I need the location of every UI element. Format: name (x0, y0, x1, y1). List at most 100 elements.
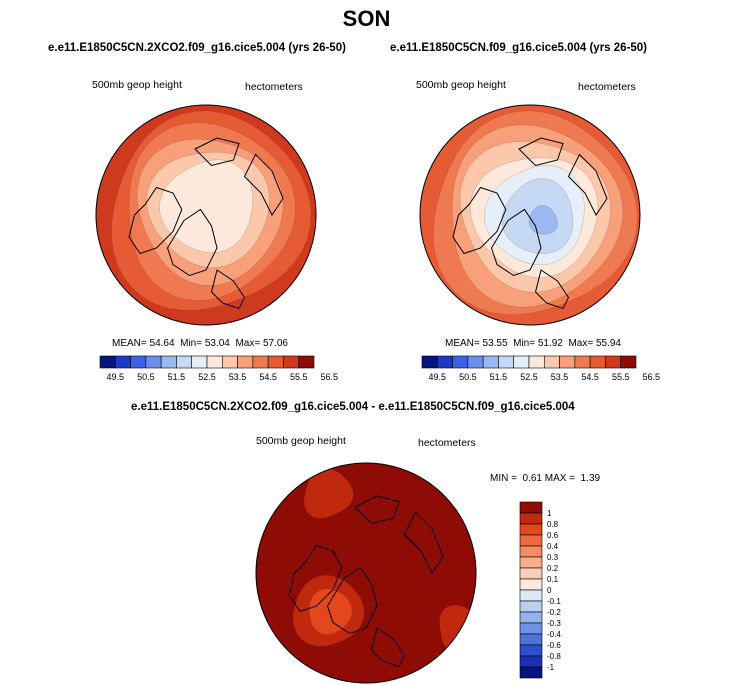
panel1-min-value: 53.04 (204, 338, 230, 349)
panel2-coastline (490, 208, 542, 277)
panel3-colorbar-swatch (519, 556, 543, 569)
panel3-colorbar-tick-label: 0.6 (547, 531, 559, 540)
panel2-colorbar-swatch (559, 355, 576, 369)
panel2-stats: MEAN= 53.55 Min= 51.92 Max= 55.94 (445, 338, 621, 349)
figure-title: SON (342, 6, 391, 31)
panel3-colorbar-tick-label: 0.1 (547, 575, 559, 584)
panel1-coastline (210, 269, 246, 310)
panel1-colorbar-swatch (99, 355, 116, 369)
panel1-colorbar-tick-label: 51.5 (168, 372, 186, 382)
panel2-colorbar: 49.5 50.5 51.5 52.5 53.5 54.5 55.5 56.5 (421, 355, 660, 382)
panel3-colorbar-swatch (519, 622, 543, 635)
panel3-colorbar-swatch (519, 501, 543, 514)
panel3-colorbar-swatch (519, 633, 543, 646)
panel2-colorbar-swatch (605, 355, 622, 369)
panel2-colorbar-swatch (498, 355, 515, 369)
panel3-colorbar-swatch (519, 567, 543, 580)
panel2-colorbar-swatch (421, 355, 438, 369)
panel1-colorbar-swatch (221, 355, 238, 369)
panel3-min-label: MIN = (490, 473, 517, 484)
panel3-colorbar-tick-label: 0.8 (547, 520, 559, 529)
panel2-mean-value: 53.55 (482, 338, 508, 349)
panel1-coastline (166, 208, 218, 277)
panel1-min-label: Min= (180, 338, 203, 349)
panel1-colorbar-swatch (114, 355, 131, 369)
panel2-map-border (419, 104, 641, 326)
panel3-min-value: 0.61 (522, 473, 542, 484)
panel3-coastline (370, 627, 406, 668)
panel3-colorbar-tick-label: -1 (547, 663, 555, 672)
panel3-colorbar-swatch (519, 512, 543, 525)
panel2-colorbar-swatch (513, 355, 530, 369)
panel2-max-value: 55.94 (595, 338, 621, 349)
panel2-units-label: hectometers (578, 81, 636, 93)
panel2-max-label: Max= (568, 338, 594, 349)
panel3-band (309, 588, 353, 635)
panel3-colorbar-swatch (519, 545, 543, 558)
panel2-colorbar-tick-label: 54.5 (581, 372, 599, 382)
panel3-colorbar-swatch (519, 644, 543, 657)
panel3-units-label: hectometers (418, 437, 476, 449)
panel2-case-title: e.e11.E1850C5CN.f09_g16.cice5.004 (yrs 2… (390, 42, 648, 54)
panel2-min-label: Min= (513, 338, 536, 349)
panel3-coastline (403, 511, 444, 574)
panel1-colorbar-swatch (298, 355, 315, 369)
panel1-colorbar: 49.5 50.5 51.5 52.5 53.5 54.5 55.5 56.5 (99, 355, 338, 382)
panel1-map-border (95, 104, 317, 326)
panel3-colorbar-tick-label: 0.4 (547, 542, 559, 551)
panel1-colorbar-tick-label: 50.5 (137, 372, 155, 382)
panel1-colorbar-swatch (283, 355, 300, 369)
panel3-colorbar-tick-label: 1 (547, 509, 552, 518)
panel3-colorbar-swatch (519, 534, 543, 547)
panel2-colorbar-tick-label: 51.5 (490, 372, 508, 382)
panel2-mean-label: MEAN= (445, 338, 480, 349)
panel2-coastline (452, 186, 507, 255)
panel3-coastline (326, 566, 378, 635)
panel2-coastline (567, 153, 608, 216)
panel3-colorbar-tick-label: -0.2 (547, 608, 561, 617)
panel2-colorbar-swatch (589, 355, 606, 369)
panel3-colorbar-swatch (519, 666, 543, 679)
panel1-colorbar-tick-label: 53.5 (229, 372, 247, 382)
panel3-colorbar-tick-label: -0.1 (547, 597, 561, 606)
panel3-max-label: MAX = (544, 473, 576, 484)
panel1-coastline (243, 153, 284, 216)
panel2-min-value: 51.92 (537, 338, 563, 349)
panel3-colorbar-swatch (519, 589, 543, 602)
panel2-coastline (518, 137, 564, 167)
panel2-colorbar-tick-label: 55.5 (612, 372, 630, 382)
panel1-mean-label: MEAN= (112, 338, 147, 349)
panel2-colorbar-swatch (482, 355, 499, 369)
panel1-stats: MEAN= 54.64 Min= 53.04 Max= 57.06 (112, 338, 288, 349)
panel3-colorbar-tick-label: 0.2 (547, 564, 559, 573)
panel1-colorbar-swatch (237, 355, 254, 369)
panel3-coastline (354, 495, 400, 525)
panel3-colorbar-tick-label: 0.3 (547, 553, 559, 562)
panel1-colorbar-swatch (191, 355, 208, 369)
panel1-polar-map (95, 104, 317, 326)
panel1-colorbar-tick-label: 52.5 (198, 372, 216, 382)
panel3-colorbar-swatch (519, 600, 543, 613)
panel3-colorbar-tick-label: 0 (547, 586, 552, 595)
panel1-mean-value: 54.64 (149, 338, 175, 349)
panel3-coastline (288, 544, 343, 613)
panel2-colorbar-swatch (543, 355, 560, 369)
panel3-colorbar: 1 0.8 0.6 0.4 0.3 0.2 0.1 0 -0.1 -0.2 -0.3 -0.4 -0.6… (519, 501, 561, 679)
panel1-max-label: Max= (235, 338, 261, 349)
panel1-colorbar-swatch (145, 355, 162, 369)
panel2-coastline (534, 269, 570, 310)
panel1-units-label: hectometers (245, 81, 303, 93)
panel3-colorbar-tick-label: -0.6 (547, 641, 561, 650)
panel1-colorbar-tick-label: 54.5 (259, 372, 277, 382)
panel3-max-value: 1.39 (580, 473, 601, 484)
panel2-colorbar-swatch (528, 355, 545, 369)
panel3-polar-map (255, 462, 477, 684)
panel2-colorbar-tick-label: 49.5 (429, 372, 447, 382)
panel1-colorbar-swatch (267, 355, 284, 369)
panel1-band (159, 159, 253, 253)
panel1-colorbar-tick-label: 55.5 (290, 372, 308, 382)
panel2-colorbar-tick-label: 52.5 (520, 372, 538, 382)
panel3-band (256, 463, 476, 683)
panel3-colorbar-tick-label: -0.3 (547, 619, 561, 628)
panel1-max-value: 57.06 (262, 338, 288, 349)
